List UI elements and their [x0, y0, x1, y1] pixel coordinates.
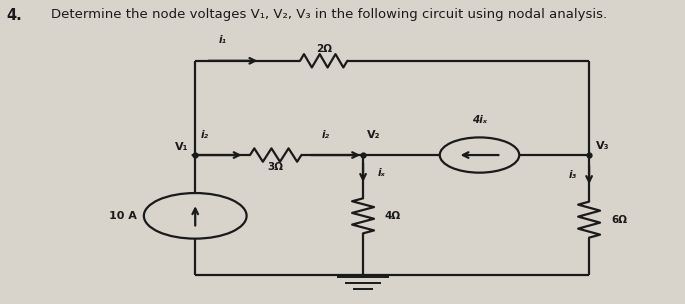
Text: i₂: i₂ [321, 130, 329, 140]
Text: i₁: i₁ [219, 35, 227, 45]
Text: 2Ω: 2Ω [316, 44, 332, 54]
Text: Determine the node voltages V₁, V₂, V₃ in the following circuit using nodal anal: Determine the node voltages V₁, V₂, V₃ i… [51, 8, 608, 21]
Text: 6Ω: 6Ω [611, 215, 627, 225]
Text: 3Ω: 3Ω [268, 162, 284, 171]
Text: 4Ω: 4Ω [385, 211, 401, 221]
Text: V₃: V₃ [596, 141, 610, 151]
Text: i₂: i₂ [201, 130, 209, 140]
Text: 4.: 4. [7, 8, 23, 22]
Text: i₃: i₃ [569, 170, 577, 180]
Text: V₁: V₁ [175, 142, 188, 152]
Text: 10 A: 10 A [109, 211, 137, 221]
Text: V₂: V₂ [366, 130, 380, 140]
Text: 4iₓ: 4iₓ [472, 115, 487, 125]
Text: iₓ: iₓ [378, 168, 386, 178]
